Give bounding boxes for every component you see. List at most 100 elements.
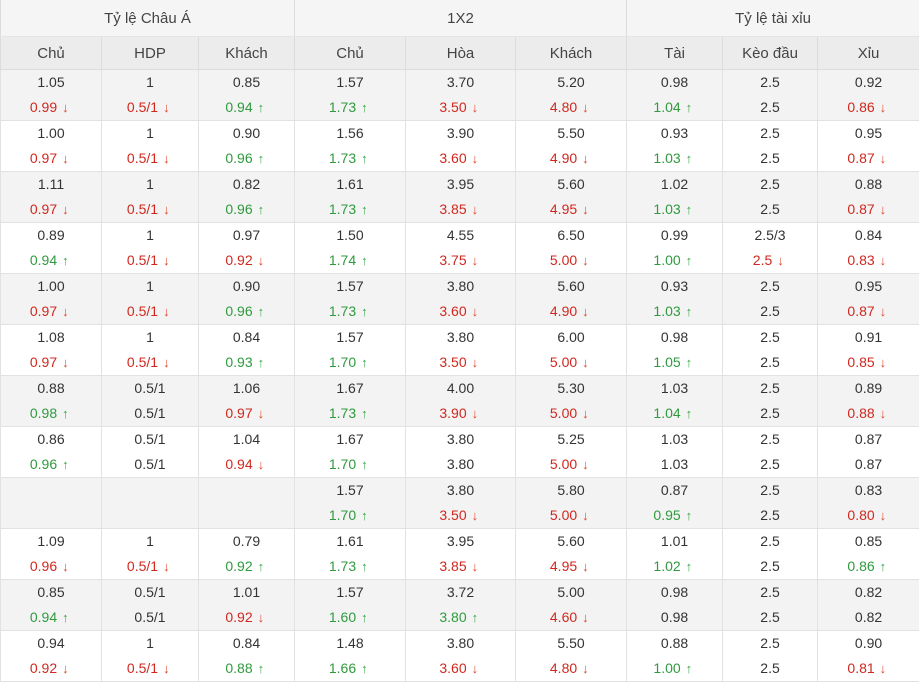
current-value: 3.80 <box>439 605 466 630</box>
current-odds: 0.97↓ <box>30 197 72 222</box>
opening-value: 0.88 <box>855 172 882 197</box>
current-odds: 1.03↑ <box>653 197 695 222</box>
arrow-down-icon: ↓ <box>163 350 173 375</box>
opening-odds: 0.5/1 <box>134 580 165 605</box>
arrow-up-icon: ↑ <box>258 146 268 171</box>
opening-odds: 1.01 <box>661 529 688 554</box>
current-value: 5.00 <box>550 248 577 273</box>
arrow-down-icon: ↓ <box>62 146 72 171</box>
arrow-down-icon: ↓ <box>880 146 890 171</box>
current-value: 1.05 <box>653 350 680 375</box>
opening-value: 1.11 <box>38 172 64 197</box>
current-odds: 3.80↑ <box>439 605 481 630</box>
current-odds: 2.5 <box>760 401 779 426</box>
arrow-down-icon: ↓ <box>472 299 482 324</box>
current-odds: 2.5 <box>760 605 779 630</box>
current-value: 0.87 <box>847 299 874 324</box>
current-odds: 4.80↓ <box>550 95 592 120</box>
arrow-down-icon: ↓ <box>880 95 890 120</box>
current-odds: 1.60↑ <box>329 605 371 630</box>
opening-odds: 1.08 <box>37 325 64 350</box>
opening-odds: 1.02 <box>661 172 688 197</box>
current-value: 2.5 <box>760 350 779 375</box>
arrow-up-icon: ↑ <box>361 605 371 630</box>
current-value: 0.97 <box>30 299 57 324</box>
current-odds: 0.5/1↓ <box>127 248 173 273</box>
current-value: 0.98 <box>30 401 57 426</box>
current-value: 4.80 <box>550 95 577 120</box>
current-odds: 0.92↓ <box>225 605 267 630</box>
arrow-up-icon: ↑ <box>361 95 371 120</box>
current-value: 2.5 <box>760 503 779 528</box>
opening-value: 0.95 <box>855 121 882 146</box>
current-value: 0.80 <box>847 503 874 528</box>
arrow-down-icon: ↓ <box>472 350 482 375</box>
opening-odds: 4.00 <box>447 376 474 401</box>
current-odds: 1.73↑ <box>329 146 371 171</box>
arrow-down-icon: ↓ <box>472 95 482 120</box>
current-odds: 2.5 <box>760 299 779 324</box>
current-value: 0.86 <box>847 554 874 579</box>
opening-value: 0.89 <box>855 376 882 401</box>
opening-value: 0.98 <box>661 70 688 95</box>
opening-odds: 0.94 <box>37 631 64 656</box>
arrow-up-icon: ↑ <box>472 605 482 630</box>
opening-odds: 2.5 <box>760 325 779 350</box>
arrow-up-icon: ↑ <box>258 554 268 579</box>
current-odds: 0.95↑ <box>653 503 695 528</box>
opening-odds: 3.80 <box>447 478 474 503</box>
current-value: 0.96 <box>225 146 252 171</box>
opening-value: 0.85 <box>855 529 882 554</box>
opening-odds: 3.80 <box>447 325 474 350</box>
opening-value: 5.60 <box>557 529 584 554</box>
opening-odds: 0.83 <box>855 478 882 503</box>
opening-value: 0.84 <box>233 325 260 350</box>
opening-odds: 2.5 <box>760 121 779 146</box>
current-odds: 0.86↓ <box>847 95 889 120</box>
arrow-down-icon: ↓ <box>62 299 72 324</box>
current-value: 3.85 <box>439 554 466 579</box>
arrow-down-icon: ↓ <box>582 554 592 579</box>
opening-value: 0.82 <box>233 172 260 197</box>
opening-value: 0.89 <box>37 223 64 248</box>
col-header-home: Chủ <box>1 37 102 70</box>
current-value: 4.80 <box>550 656 577 681</box>
opening-odds: 2.5 <box>760 172 779 197</box>
arrow-up-icon: ↑ <box>361 299 371 324</box>
opening-value: 0.90 <box>855 631 882 656</box>
arrow-down-icon: ↓ <box>582 248 592 273</box>
opening-value: 2.5 <box>760 274 779 299</box>
arrow-up-icon: ↑ <box>686 197 696 222</box>
current-value: 0.5/1 <box>134 401 165 426</box>
current-value: 1.03 <box>653 299 680 324</box>
current-value: 1.00 <box>653 248 680 273</box>
